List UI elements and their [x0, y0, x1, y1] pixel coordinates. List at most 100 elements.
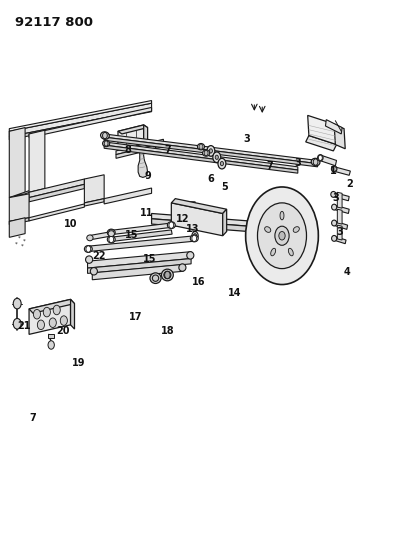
Polygon shape: [338, 209, 342, 224]
Circle shape: [218, 158, 226, 169]
Polygon shape: [9, 194, 29, 221]
Circle shape: [49, 318, 57, 327]
Polygon shape: [334, 167, 350, 175]
Circle shape: [279, 231, 285, 240]
Circle shape: [37, 320, 45, 329]
Polygon shape: [201, 217, 207, 225]
Polygon shape: [29, 204, 84, 221]
Polygon shape: [88, 259, 191, 273]
Ellipse shape: [87, 235, 93, 241]
Text: 1: 1: [330, 166, 337, 176]
Text: 14: 14: [228, 288, 241, 298]
Ellipse shape: [331, 191, 336, 197]
Text: 11: 11: [140, 208, 154, 219]
Polygon shape: [92, 264, 183, 280]
Circle shape: [103, 132, 107, 139]
Circle shape: [43, 308, 51, 317]
Polygon shape: [338, 225, 342, 240]
Polygon shape: [171, 199, 227, 214]
Circle shape: [207, 146, 215, 156]
Polygon shape: [118, 125, 144, 156]
Text: 3: 3: [332, 192, 339, 203]
Ellipse shape: [179, 264, 186, 271]
Ellipse shape: [108, 231, 114, 237]
Ellipse shape: [265, 227, 271, 232]
Circle shape: [204, 150, 208, 156]
Text: 2: 2: [346, 179, 353, 189]
Polygon shape: [110, 230, 172, 241]
Polygon shape: [110, 223, 172, 235]
Text: 7: 7: [29, 413, 36, 423]
Text: 3: 3: [295, 158, 301, 168]
Ellipse shape: [150, 273, 161, 284]
Polygon shape: [138, 151, 148, 177]
Polygon shape: [86, 236, 196, 252]
Ellipse shape: [332, 220, 337, 226]
Text: 13: 13: [186, 224, 200, 235]
Circle shape: [169, 222, 174, 228]
Text: 7: 7: [267, 161, 273, 171]
Polygon shape: [334, 205, 349, 214]
Circle shape: [332, 166, 336, 172]
Ellipse shape: [107, 236, 115, 243]
Circle shape: [246, 187, 318, 285]
Circle shape: [318, 155, 322, 160]
Text: *: *: [21, 244, 23, 249]
Circle shape: [86, 246, 91, 252]
Polygon shape: [9, 187, 45, 198]
Ellipse shape: [103, 140, 110, 147]
Polygon shape: [338, 192, 342, 208]
Circle shape: [53, 305, 60, 315]
Polygon shape: [152, 214, 276, 228]
Circle shape: [165, 271, 170, 279]
Circle shape: [104, 141, 108, 146]
Polygon shape: [306, 135, 337, 151]
Text: 17: 17: [129, 312, 142, 322]
Ellipse shape: [332, 204, 337, 210]
Text: 3: 3: [243, 134, 250, 144]
Circle shape: [275, 226, 289, 245]
Polygon shape: [9, 103, 152, 136]
Polygon shape: [70, 300, 74, 329]
Ellipse shape: [280, 212, 284, 220]
Polygon shape: [9, 217, 29, 224]
Polygon shape: [104, 145, 298, 173]
Polygon shape: [84, 175, 104, 203]
Ellipse shape: [164, 271, 171, 279]
Circle shape: [192, 231, 198, 240]
Polygon shape: [183, 217, 202, 221]
Polygon shape: [175, 200, 177, 221]
Text: 8: 8: [125, 145, 131, 155]
Ellipse shape: [152, 275, 159, 281]
Polygon shape: [9, 217, 25, 237]
Circle shape: [13, 318, 21, 329]
Ellipse shape: [162, 269, 173, 281]
Polygon shape: [116, 139, 164, 155]
Polygon shape: [84, 199, 104, 206]
Ellipse shape: [203, 150, 210, 156]
Circle shape: [109, 229, 114, 236]
Polygon shape: [104, 188, 152, 204]
Text: 18: 18: [160, 326, 174, 336]
Polygon shape: [29, 108, 152, 138]
Text: *: *: [18, 236, 21, 241]
Text: *: *: [23, 239, 26, 244]
Text: 15: 15: [143, 254, 156, 263]
Polygon shape: [334, 124, 345, 149]
Polygon shape: [152, 219, 276, 233]
Ellipse shape: [332, 166, 337, 172]
Polygon shape: [29, 300, 74, 313]
Polygon shape: [223, 209, 227, 236]
Ellipse shape: [318, 155, 323, 161]
Circle shape: [60, 316, 67, 325]
Ellipse shape: [289, 248, 293, 256]
Polygon shape: [104, 137, 318, 167]
Circle shape: [48, 341, 55, 349]
Circle shape: [215, 155, 219, 159]
Polygon shape: [320, 155, 337, 166]
Circle shape: [209, 149, 213, 153]
Circle shape: [220, 161, 224, 166]
Ellipse shape: [190, 235, 198, 242]
Ellipse shape: [187, 252, 194, 259]
Text: *: *: [15, 241, 18, 246]
